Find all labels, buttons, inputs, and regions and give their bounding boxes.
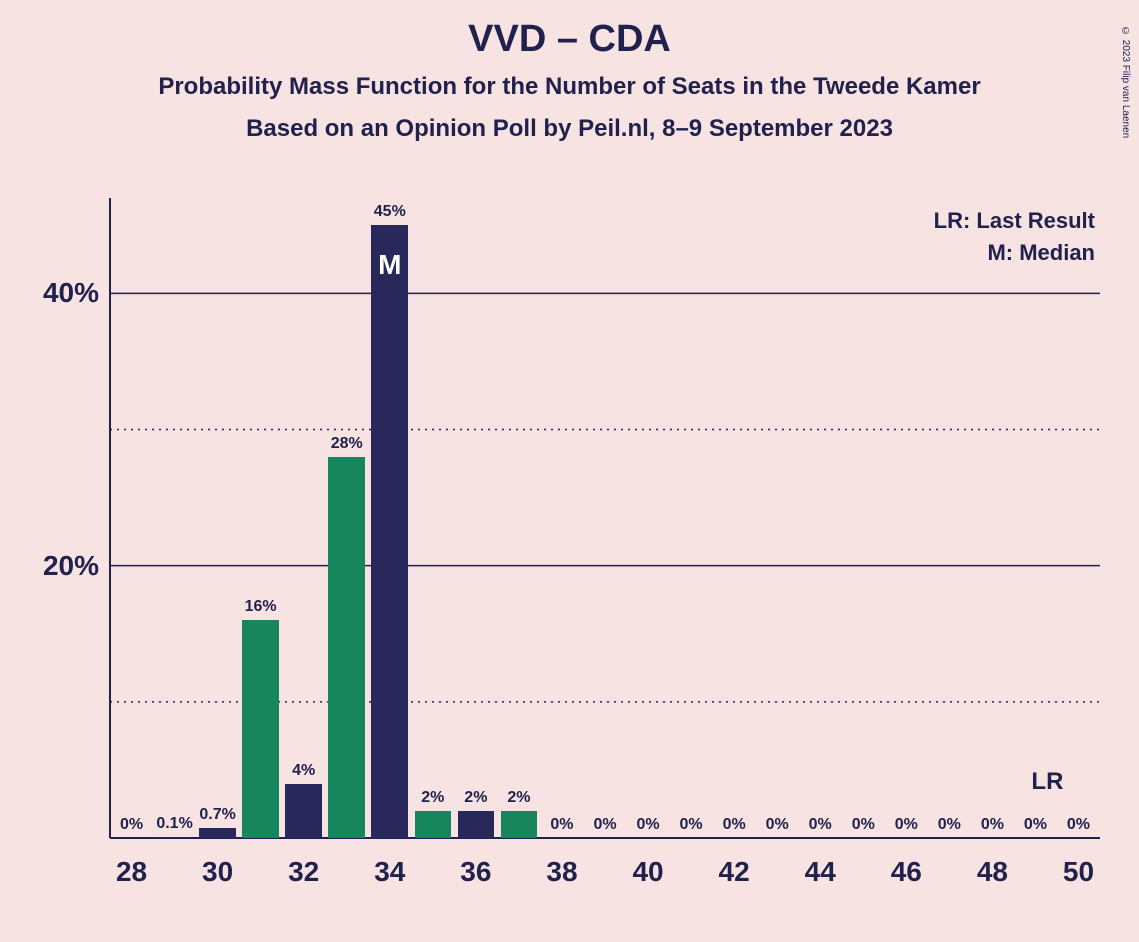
- bar: [458, 811, 495, 838]
- bar-value-label: 0%: [766, 816, 789, 834]
- bar-value-label: 0%: [723, 816, 746, 834]
- bar-value-label: 0%: [1024, 816, 1047, 834]
- last-result-marker: LR: [1031, 768, 1063, 796]
- bar-value-label: 0%: [550, 816, 573, 834]
- bar-value-label: 28%: [331, 435, 363, 453]
- bar: [156, 837, 193, 838]
- bar-value-label: 2%: [421, 789, 444, 807]
- x-axis-label: 34: [374, 856, 405, 888]
- bar: [501, 811, 538, 838]
- bar-value-label: 0%: [593, 816, 616, 834]
- bar-value-label: 0.1%: [156, 815, 192, 833]
- bar-value-label: 45%: [374, 203, 406, 221]
- x-axis-label: 30: [202, 856, 233, 888]
- bar-value-label: 0%: [895, 816, 918, 834]
- bar: [371, 225, 408, 838]
- bar-value-label: 4%: [292, 762, 315, 780]
- x-axis-label: 32: [288, 856, 319, 888]
- chart-plot-area: [110, 198, 1100, 838]
- bar: [328, 457, 365, 838]
- bar-value-label: 0%: [809, 816, 832, 834]
- bar: [415, 811, 452, 838]
- x-axis-label: 28: [116, 856, 147, 888]
- x-axis-label: 42: [719, 856, 750, 888]
- x-axis-label: 48: [977, 856, 1008, 888]
- x-axis-label: 46: [891, 856, 922, 888]
- x-axis-label: 40: [632, 856, 663, 888]
- y-axis-label: 20%: [43, 550, 99, 582]
- bar-value-label: 0%: [120, 816, 143, 834]
- bar-value-label: 2%: [507, 789, 530, 807]
- bar-value-label: 0%: [636, 816, 659, 834]
- bar-value-label: 16%: [245, 598, 277, 616]
- y-axis-label: 40%: [43, 277, 99, 309]
- bar-value-label: 0.7%: [199, 806, 235, 824]
- chart-subtitle-2: Based on an Opinion Poll by Peil.nl, 8–9…: [0, 115, 1139, 143]
- bar-value-label: 0%: [938, 816, 961, 834]
- bar: [285, 784, 322, 838]
- x-axis-label: 38: [546, 856, 577, 888]
- x-axis-label: 44: [805, 856, 836, 888]
- bar-value-label: 0%: [981, 816, 1004, 834]
- bar: [242, 620, 279, 838]
- copyright-text: © 2023 Filip van Laenen: [1120, 26, 1131, 138]
- bar-value-label: 2%: [464, 789, 487, 807]
- bar-value-label: 0%: [1067, 816, 1090, 834]
- chart-subtitle-1: Probability Mass Function for the Number…: [0, 73, 1139, 101]
- median-marker: M: [378, 249, 401, 281]
- bar: [199, 828, 236, 838]
- x-axis-label: 50: [1063, 856, 1094, 888]
- chart-title: VVD – CDA: [0, 18, 1139, 61]
- bar-value-label: 0%: [852, 816, 875, 834]
- bars-container: [110, 198, 1100, 838]
- x-axis-label: 36: [460, 856, 491, 888]
- bar-value-label: 0%: [680, 816, 703, 834]
